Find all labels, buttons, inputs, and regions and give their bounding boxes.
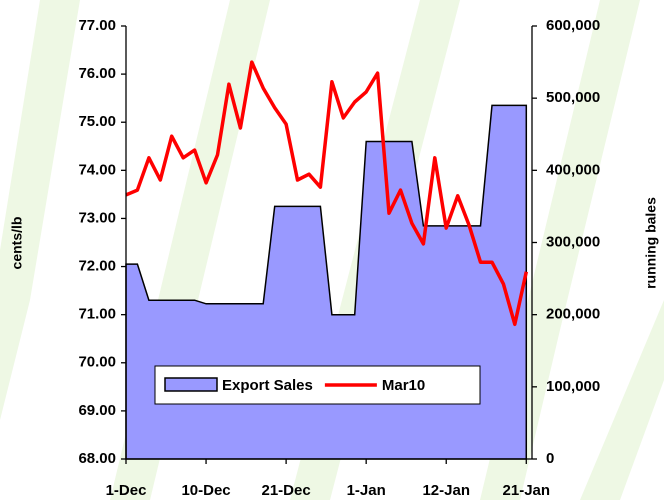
y-tick-label: 68.00 [78,450,116,467]
y-tick-label: 72.00 [78,258,116,275]
x-tick-label: 21-Dec [262,482,311,499]
y-tick-label: 73.00 [78,209,116,226]
x-tick-label: 1-Dec [106,482,147,499]
y2-tick-label: 0 [546,450,554,467]
y-tick-label: 77.00 [78,17,116,34]
y2-tick-label: 200,000 [546,306,600,323]
legend-swatch [165,378,217,391]
y-tick-label: 70.00 [78,354,116,371]
legend: Export Sales Mar10 [155,366,480,404]
y-tick-label: 75.00 [78,113,116,130]
y2-tick-label: 100,000 [546,378,600,395]
y2-tick-label: 400,000 [546,161,600,178]
y-tick-label: 69.00 [78,402,116,419]
legend-label: Mar10 [382,377,425,394]
y-tick-label: 76.00 [78,65,116,82]
x-tick-label: 10-Dec [181,482,230,499]
y2-axis-title: running bales [643,197,659,289]
y2-tick-label: 600,000 [546,17,600,34]
y-axis-title: cents/lb [9,217,25,270]
x-tick-label: 12-Jan [422,482,470,499]
y-tick-label: 74.00 [78,161,116,178]
chart: 68.00 69.00 70.00 71.00 72.00 73.00 74.00 75.00… [0,0,664,500]
y2-tick-label: 300,000 [546,233,600,250]
legend-label: Export Sales [222,377,313,394]
x-tick-label: 1-Jan [347,482,386,499]
y2-tick-label: 500,000 [546,89,600,106]
y-tick-label: 71.00 [78,306,116,323]
x-tick-label: 21-Jan [503,482,551,499]
